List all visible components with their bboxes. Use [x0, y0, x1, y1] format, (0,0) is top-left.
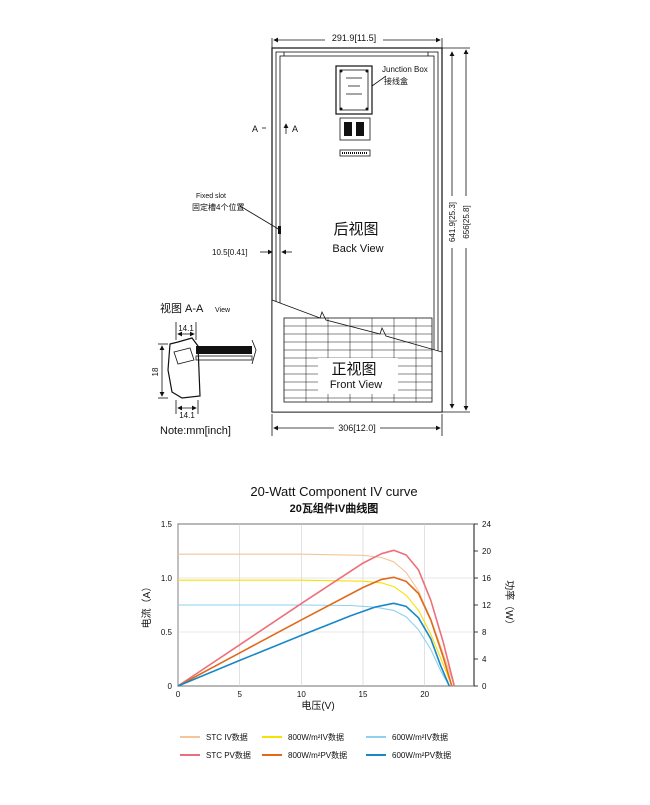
y-left-tick-label-2: 1.0 [161, 574, 173, 583]
y-right-tick-label-6: 24 [482, 520, 491, 529]
y-right-tick-label-1: 4 [482, 655, 487, 664]
fixed-slot-leader [239, 205, 281, 231]
iv-chart: 0 5 10 15 20 0 0.5 1.0 1.5 0 4 8 12 16 20 24 [161, 520, 492, 699]
series-line-3 [177, 549, 456, 687]
series-line-2 [178, 604, 450, 687]
junction-box-label-cn: 接线盒 [384, 76, 408, 86]
front-view-title-en: Front View [330, 379, 382, 391]
chart-series [177, 549, 456, 687]
units-note: Note:mm[inch] [160, 425, 231, 437]
height-outer-label: 656[25.8] [462, 205, 471, 238]
fixed-slot-label-en: Fixed slot [196, 193, 226, 200]
chart-title-cn: 20瓦组件IV曲线图 [290, 501, 379, 515]
front-view-cutaway [271, 299, 443, 413]
section-view: 视图 A-A View 14.1 18 14.1 [151, 301, 257, 420]
section-dim-bottom: 14.1 [179, 411, 195, 420]
bottom-width-dimension: 306[12.0] [271, 414, 443, 436]
x-tick-label-2: 10 [297, 690, 306, 699]
series-line-0 [178, 553, 455, 687]
y-left-tick-label-1: 0.5 [161, 628, 173, 637]
series-line-5 [177, 602, 451, 687]
front-view-title-cn: 正视图 [331, 361, 376, 378]
x-tick-label-0: 0 [176, 690, 181, 699]
y-right-tick-label-5: 20 [482, 547, 491, 556]
top-width-dimension: 291.9[11.5] [271, 31, 443, 52]
legend-label-5: 600W/m²PV数据 [392, 750, 451, 760]
section-marker-left: A [252, 124, 258, 134]
series-line-1 [178, 579, 453, 687]
y-left-tick-label-3: 1.5 [161, 520, 173, 529]
section-view-title-cn: 视图 A-A [160, 301, 204, 315]
height-inner-label: 641.9[25.3] [448, 202, 457, 242]
chart-legend: STC IV数据 800W/m²IV数据 600W/m²IV数据 STC PV数据 80… [180, 732, 451, 760]
section-marker-right: A [292, 124, 298, 134]
y-right-tick-label-0: 0 [482, 682, 487, 691]
section-dim-top: 14.1 [178, 324, 194, 333]
y-right-tick-label-3: 12 [482, 601, 491, 610]
legend-label-0: STC IV数据 [206, 732, 248, 742]
chart-ticks: 0 5 10 15 20 0 0.5 1.0 1.5 0 4 8 12 16 20 24 [161, 520, 492, 699]
x-tick-label-4: 20 [420, 690, 429, 699]
series-line-4 [177, 576, 453, 687]
section-view-title-en: View [215, 307, 231, 314]
legend-label-3: STC PV数据 [206, 750, 251, 760]
section-dim-side: 18 [151, 367, 160, 376]
fixed-slot-label-cn: 固定槽4个位置 [192, 202, 244, 212]
legend-label-1: 800W/m²IV数据 [288, 732, 344, 742]
back-view-title-en: Back View [332, 243, 383, 255]
chart-y-left-label: 电流（A） [140, 582, 153, 629]
y-left-tick-label-0: 0 [168, 682, 173, 691]
x-tick-label-1: 5 [237, 690, 242, 699]
y-right-tick-label-2: 8 [482, 628, 487, 637]
chart-x-label: 电压(V) [301, 699, 334, 712]
chart-y-right-label: 功率（W） [503, 580, 516, 629]
y-right-tick-label-4: 16 [482, 574, 491, 583]
fixed-slot-mark [278, 226, 281, 234]
bottom-width-label: 306[12.0] [338, 423, 376, 433]
junction-box-label-en: Junction Box [382, 65, 428, 74]
section-markers: A A [252, 123, 298, 134]
x-tick-label-3: 15 [359, 690, 368, 699]
slot-offset-label: 10.5[0.41] [212, 248, 248, 257]
junction-box [335, 65, 387, 157]
height-dimensions: 641.9[25.3] 656[25.8] [442, 47, 471, 413]
legend-label-4: 800W/m²PV数据 [288, 750, 347, 760]
chart-title-en: 20-Watt Component IV curve [250, 484, 417, 499]
legend-label-2: 600W/m²IV数据 [392, 732, 448, 742]
back-view-title-cn: 后视图 [333, 221, 378, 238]
top-width-label: 291.9[11.5] [332, 33, 376, 43]
